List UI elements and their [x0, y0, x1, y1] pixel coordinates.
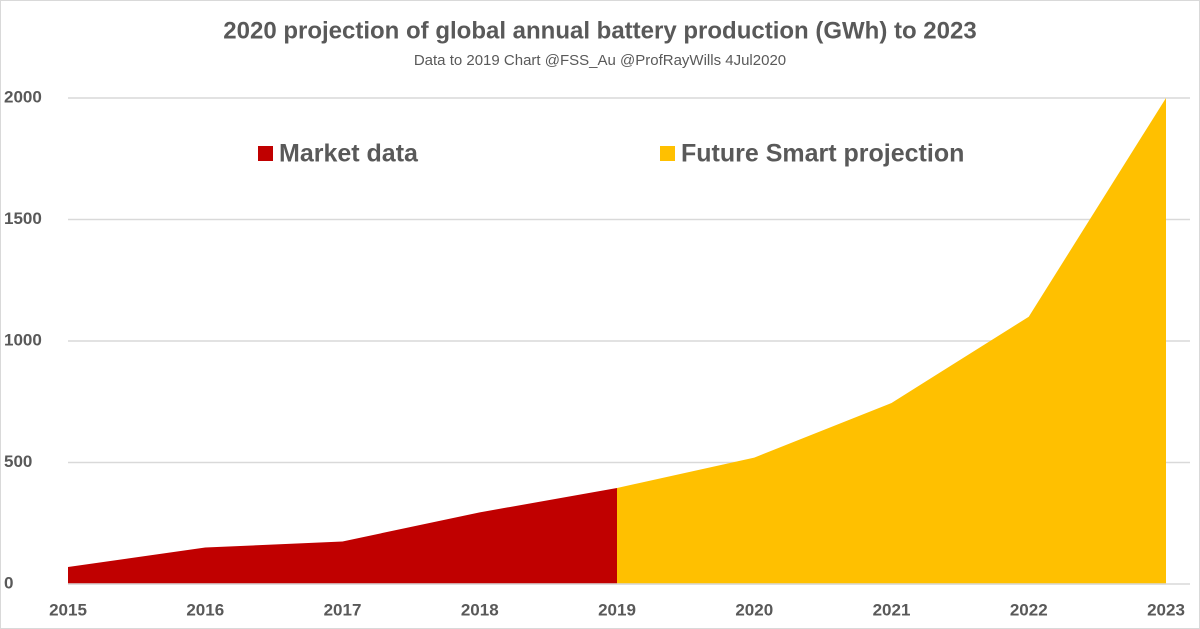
y-tick-label: 1500: [4, 209, 42, 228]
x-tick-label: 2016: [186, 600, 224, 619]
x-tick-label: 2019: [598, 600, 636, 619]
x-tick-label: 2015: [49, 600, 87, 619]
x-tick-label: 2018: [461, 600, 499, 619]
x-tick-label: 2017: [324, 600, 362, 619]
legend-label: Future Smart projection: [681, 140, 964, 168]
area: [617, 98, 1166, 584]
x-tick-label: 2022: [1010, 600, 1048, 619]
y-tick-label: 500: [4, 452, 32, 471]
x-tick-label: 2021: [873, 600, 911, 619]
legend-label: Market data: [279, 140, 419, 168]
y-tick-label: 1000: [4, 330, 42, 349]
legend-swatch: [258, 146, 273, 161]
x-tick-label: 2020: [735, 600, 773, 619]
area: [68, 488, 617, 584]
y-tick-label: 2000: [4, 87, 42, 106]
chart-subtitle: Data to 2019 Chart @FSS_Au @ProfRayWills…: [414, 52, 786, 69]
y-tick-label: 0: [4, 573, 13, 592]
chart-title: 2020 projection of global annual battery…: [223, 17, 976, 44]
x-tick-label: 2023: [1147, 600, 1185, 619]
legend-swatch: [660, 146, 675, 161]
